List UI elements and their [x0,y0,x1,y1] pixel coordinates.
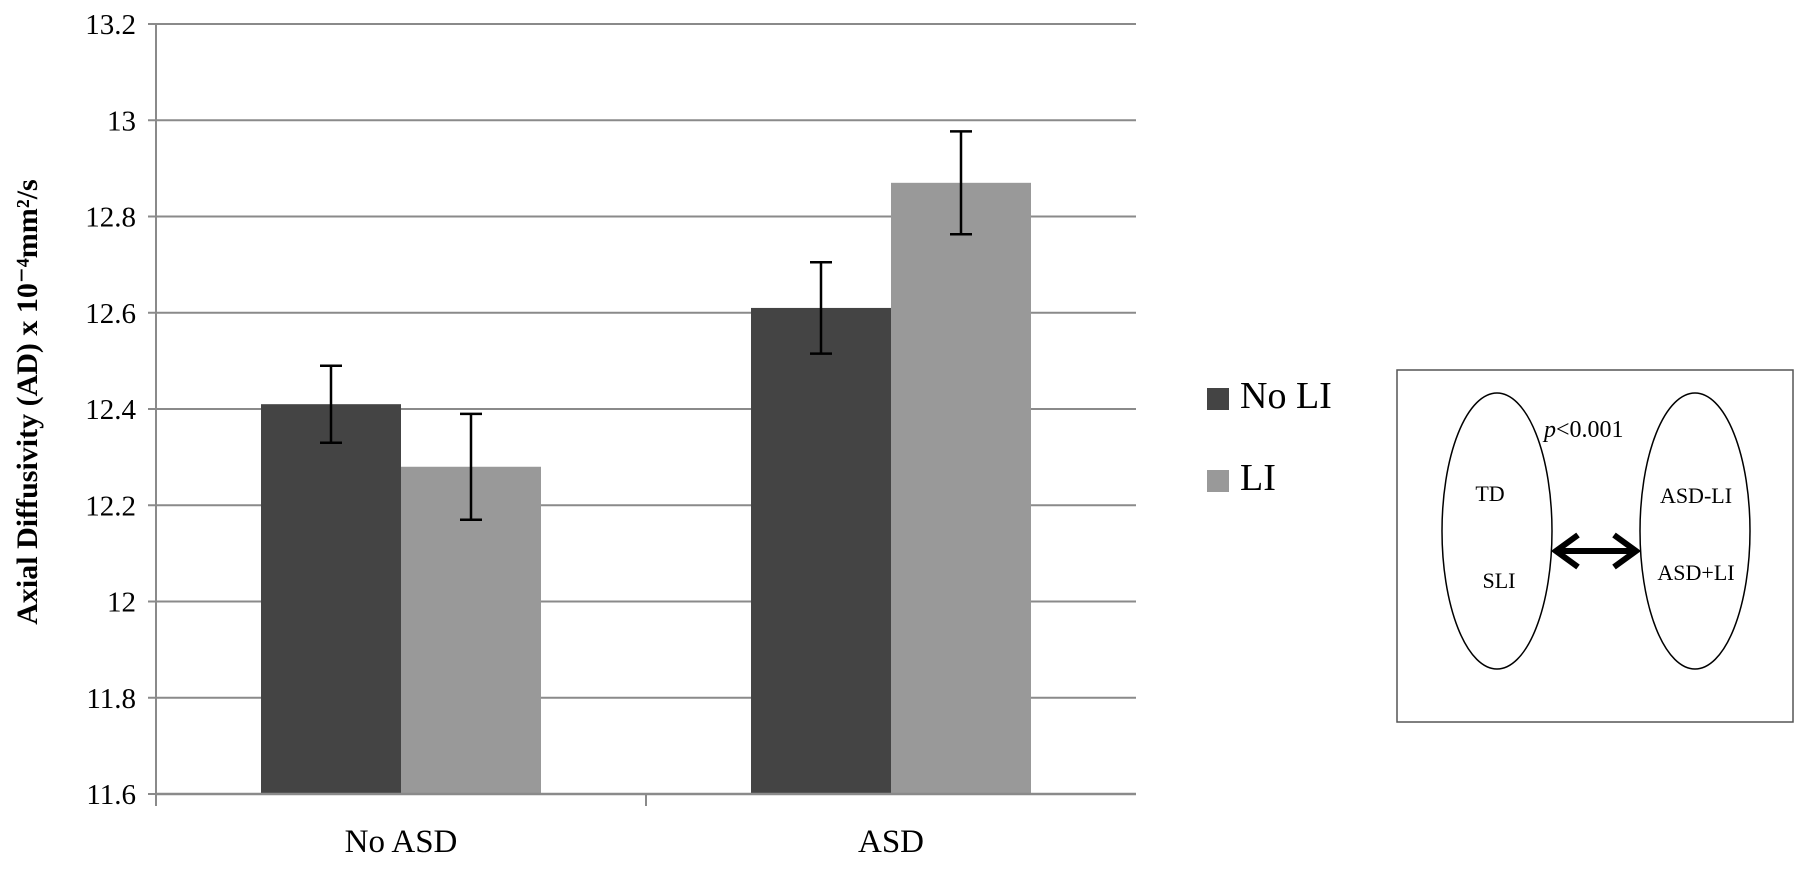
asd-plus-li-label: ASD+LI [1657,560,1734,585]
legend-label: No LI [1240,375,1332,417]
legend-swatch [1207,388,1229,410]
p-value-label: p<0.001 [1542,417,1624,443]
y-tick-label: 12.2 [85,490,136,522]
y-tick-label: 12.4 [85,394,136,426]
inset-box: p<0.001 TD SLI ASD-LI ASD+LI [1396,369,1794,723]
asd-minus-li-label: ASD-LI [1660,483,1732,508]
y-tick-label: 11.6 [86,779,136,811]
x-tick-label: No ASD [345,824,458,860]
y-tick-label: 13 [107,105,136,137]
bars [261,130,1031,794]
y-tick-label: 13.2 [85,9,136,41]
double-arrow-icon [1550,532,1642,570]
x-tick-label: ASD [858,824,924,860]
bar [401,466,541,794]
legend: No LI LI [1207,375,1332,499]
legend-label: LI [1240,457,1276,499]
sli-label: SLI [1483,568,1516,593]
td-label: TD [1475,481,1504,506]
y-tick-label: 12.6 [85,298,136,330]
left-group-ellipse [1441,392,1553,670]
y-tick-label: 11.8 [86,683,136,715]
inset-frame [1396,369,1794,723]
y-tick-label: 12 [107,587,136,619]
right-group-ellipse [1639,392,1751,670]
y-axis-label: Axial Diffusivity (AD) x 10⁻⁴mm²/s [11,179,44,624]
bar [751,307,891,794]
axes [148,23,1136,806]
bar [891,182,1031,794]
legend-swatch [1207,470,1229,492]
tick-labels: 11.6 11.8 12 12.2 12.4 12.6 12.8 13 13.2 No ASD AS… [85,9,924,860]
bar [261,404,401,794]
y-tick-label: 12.8 [85,202,136,234]
